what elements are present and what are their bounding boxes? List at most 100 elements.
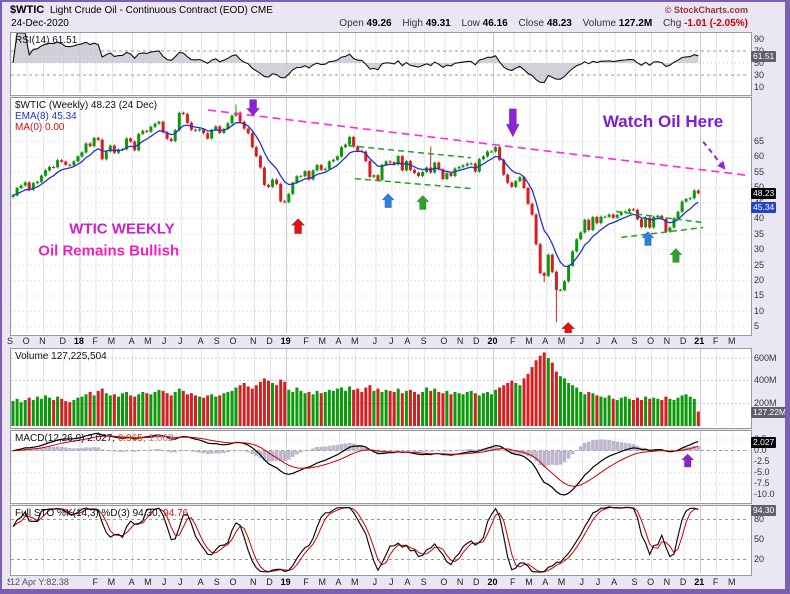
x-axis-month-label: J bbox=[178, 577, 183, 587]
x-axis-month-label: S bbox=[420, 577, 427, 587]
x-axis-months-bottom: SOND18FMAMJJASOND19FMAMJJASOND20FMAMJJAS… bbox=[2, 576, 785, 588]
x-axis-month-label: S bbox=[631, 577, 638, 587]
x-axis-month-label: F bbox=[303, 336, 309, 346]
x-axis-month-label: M bbox=[107, 577, 116, 587]
oil-remains-bullish-annotation: Oil Remains Bullish bbox=[38, 243, 179, 260]
axis-value-box: 61.51 bbox=[751, 51, 777, 63]
x-axis-month-label: O bbox=[229, 336, 237, 346]
x-axis-month-label: N bbox=[39, 336, 46, 346]
stochastics-legend: Full STO %K(14,3) %D(3) 94.30, 94.76 bbox=[15, 508, 188, 519]
x-axis-month-label: M bbox=[557, 336, 566, 346]
x-axis-month-label: D bbox=[266, 336, 273, 346]
right-axis: 907050301061.516560555045403530252015105… bbox=[751, 2, 785, 589]
axis-tick-label: 50 bbox=[754, 57, 765, 68]
sto-legend-name: Full STO %K(14,3) %D(3) bbox=[15, 508, 130, 519]
macd-histogram bbox=[11, 439, 701, 468]
rsi-line bbox=[12, 32, 699, 84]
rsi-legend: RSI(14) 61.51 bbox=[15, 35, 78, 46]
x-axis-year-label: 19 bbox=[280, 577, 291, 587]
flag-lower-2020 bbox=[621, 226, 704, 239]
axis-tick-label: 200M bbox=[754, 397, 777, 408]
chg-label: Chg bbox=[662, 18, 682, 29]
axis-tick-label: 400M bbox=[754, 375, 777, 386]
axis-tick-label: 65 bbox=[754, 135, 765, 146]
x-axis-month-label: D bbox=[473, 577, 480, 587]
x-axis-month-label: O bbox=[229, 577, 237, 587]
x-axis-month-label: A bbox=[611, 577, 618, 587]
x-axis-month-label: M bbox=[107, 336, 116, 346]
footer-note: 12 Apr Y:82.38 bbox=[10, 576, 90, 588]
volume-value: 127.2M bbox=[618, 18, 653, 29]
macd-signal-value: 0.965, bbox=[117, 433, 146, 444]
down-arrow bbox=[505, 108, 520, 138]
symbol-label: $WTIC bbox=[10, 4, 45, 16]
x-axis-month-label: F bbox=[303, 577, 309, 587]
x-axis-month-label: F bbox=[510, 577, 516, 587]
x-axis-month-label: M bbox=[350, 336, 359, 346]
volume-legend: Volume 127,225,504 bbox=[15, 351, 107, 362]
x-axis-month-label: M bbox=[350, 577, 359, 587]
x-axis-month-label: A bbox=[197, 577, 204, 587]
macd-svg bbox=[10, 431, 749, 501]
x-axis-months-middle: S O N D 18 F M A M J J A S O N D 19 F M A M J J A S O N D 20 F M A M J J A S… bbox=[2, 335, 785, 347]
x-axis-month-label: S bbox=[3, 576, 17, 588]
sto-d-value: 94.76 bbox=[163, 508, 189, 519]
x-axis-month-label: J bbox=[161, 336, 167, 346]
x-axis-month-label: F bbox=[510, 336, 516, 346]
axis-tick-label: -10.0 bbox=[754, 488, 775, 499]
volume-plot bbox=[10, 349, 749, 431]
up-arrow bbox=[680, 453, 695, 468]
volume-svg bbox=[10, 349, 749, 426]
axis-tick-label: 35 bbox=[754, 228, 765, 239]
high-label: High bbox=[402, 18, 423, 29]
x-axis-month-label: D bbox=[679, 336, 687, 346]
x-axis-month-label: M bbox=[144, 336, 152, 346]
axis-tick-label: 20 bbox=[754, 274, 765, 285]
x-axis-month-label: D bbox=[473, 336, 480, 346]
x-axis-month-label: A bbox=[128, 336, 135, 346]
axis-tick-label: 15 bbox=[754, 290, 765, 301]
sto-svg bbox=[10, 506, 749, 573]
macd-panel bbox=[10, 430, 752, 504]
x-axis-month-label: O bbox=[647, 336, 655, 346]
macd-signal-line bbox=[12, 435, 699, 487]
header-title-row: $WTIC Light Crude Oil - Continuous Contr… bbox=[10, 4, 785, 17]
axis-tick-label: 30 bbox=[754, 244, 765, 254]
close-value: 48.23 bbox=[546, 18, 572, 29]
close-label: Close bbox=[518, 18, 545, 29]
dashed-arrow-head bbox=[717, 160, 726, 170]
x-axis-year-label: 21 bbox=[694, 336, 705, 346]
x-axis-month-label: J bbox=[388, 577, 394, 587]
watch-oil-here-annotation: Watch Oil Here bbox=[603, 112, 723, 131]
x-axis-month-label: M bbox=[728, 336, 736, 346]
x-axis-month-label: S bbox=[631, 336, 638, 346]
x-axis-year-label: 19 bbox=[280, 336, 291, 346]
x-axis-month-label: A bbox=[542, 336, 549, 346]
price-legend-main: $WTIC (Weekly) 48.23 (24 Dec) bbox=[15, 100, 158, 111]
x-axis-month-label: J bbox=[388, 336, 394, 346]
axis-tick-label: 0.0 bbox=[754, 445, 767, 456]
instrument-title: Light Crude Oil - Continuous Contract (E… bbox=[50, 5, 273, 16]
axis-tick-label: 55 bbox=[754, 166, 765, 177]
axis-tick-label: 20 bbox=[754, 554, 765, 565]
x-axis-month-label: J bbox=[178, 336, 183, 346]
x-axis-month-label: O bbox=[440, 577, 448, 587]
x-axis-year-label: 20 bbox=[487, 577, 498, 587]
chg-value: -1.01 (-2.05%) bbox=[684, 18, 748, 29]
axis-value-box: 48.23 bbox=[751, 188, 777, 200]
axis-value-box: 94.30 bbox=[751, 505, 777, 516]
x-axis-month-label: D bbox=[59, 336, 66, 346]
macd-hist-value: 1.062 bbox=[148, 433, 174, 444]
x-axis-month-label: N bbox=[663, 577, 671, 587]
axis-tick-label: 600M bbox=[754, 352, 777, 363]
axis-tick-label: 50 bbox=[754, 534, 765, 544]
axis-tick-label: 50 bbox=[754, 183, 764, 192]
up-arrow bbox=[669, 247, 683, 263]
x-axis-month-label: S bbox=[420, 336, 427, 346]
x-axis-month-label: M bbox=[318, 577, 326, 587]
annotation-arrows bbox=[245, 99, 683, 337]
dashed-arrow-stem bbox=[702, 141, 722, 165]
axis-tick-label: 80 bbox=[754, 513, 765, 524]
volume-panel bbox=[10, 348, 752, 429]
stochastics-panel bbox=[10, 505, 752, 576]
